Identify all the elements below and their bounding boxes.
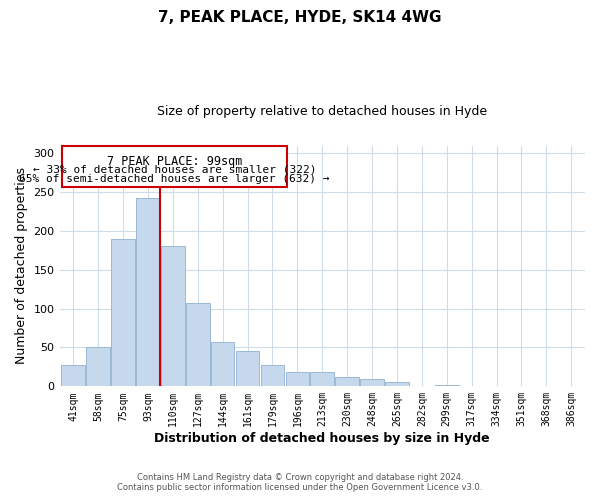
Y-axis label: Number of detached properties: Number of detached properties bbox=[15, 168, 28, 364]
Bar bbox=[385, 382, 409, 386]
Bar bbox=[236, 350, 259, 386]
Bar bbox=[111, 239, 135, 386]
Bar bbox=[86, 348, 110, 387]
Bar bbox=[260, 366, 284, 386]
Bar bbox=[161, 246, 185, 386]
Bar bbox=[136, 198, 160, 386]
Bar bbox=[61, 364, 85, 386]
Bar bbox=[211, 342, 235, 386]
Bar bbox=[435, 385, 458, 386]
Bar bbox=[186, 303, 209, 386]
Text: 7 PEAK PLACE: 99sqm: 7 PEAK PLACE: 99sqm bbox=[107, 155, 242, 168]
Text: 7, PEAK PLACE, HYDE, SK14 4WG: 7, PEAK PLACE, HYDE, SK14 4WG bbox=[158, 10, 442, 25]
Bar bbox=[310, 372, 334, 386]
Bar bbox=[335, 377, 359, 386]
Text: Contains public sector information licensed under the Open Government Licence v3: Contains public sector information licen… bbox=[118, 484, 482, 492]
Bar bbox=[360, 378, 384, 386]
FancyBboxPatch shape bbox=[62, 146, 287, 186]
X-axis label: Distribution of detached houses by size in Hyde: Distribution of detached houses by size … bbox=[154, 432, 490, 445]
Text: Contains HM Land Registry data © Crown copyright and database right 2024.: Contains HM Land Registry data © Crown c… bbox=[137, 474, 463, 482]
Title: Size of property relative to detached houses in Hyde: Size of property relative to detached ho… bbox=[157, 105, 487, 118]
Text: 65% of semi-detached houses are larger (632) →: 65% of semi-detached houses are larger (… bbox=[19, 174, 330, 184]
Bar bbox=[286, 372, 309, 386]
Text: ← 33% of detached houses are smaller (322): ← 33% of detached houses are smaller (32… bbox=[33, 164, 316, 174]
